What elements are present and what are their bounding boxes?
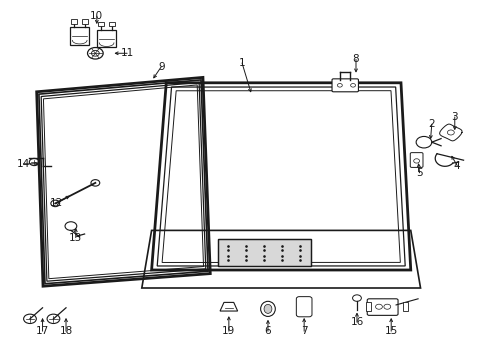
- Polygon shape: [217, 239, 310, 266]
- Text: 9: 9: [158, 62, 164, 72]
- Text: 2: 2: [427, 119, 434, 129]
- FancyBboxPatch shape: [402, 302, 407, 311]
- FancyBboxPatch shape: [365, 302, 370, 311]
- FancyBboxPatch shape: [82, 19, 88, 24]
- Ellipse shape: [260, 301, 275, 316]
- Text: 5: 5: [415, 168, 422, 178]
- Text: 15: 15: [384, 326, 397, 336]
- FancyBboxPatch shape: [409, 153, 422, 167]
- Text: 4: 4: [453, 161, 460, 171]
- Polygon shape: [220, 302, 237, 311]
- Text: 13: 13: [69, 233, 82, 243]
- Ellipse shape: [264, 304, 271, 313]
- Text: 14: 14: [17, 159, 30, 169]
- Text: 3: 3: [450, 112, 457, 122]
- FancyBboxPatch shape: [98, 22, 104, 26]
- Text: 6: 6: [264, 326, 271, 336]
- Text: 16: 16: [349, 317, 363, 327]
- FancyBboxPatch shape: [71, 19, 77, 24]
- FancyBboxPatch shape: [109, 22, 115, 26]
- FancyBboxPatch shape: [366, 299, 397, 315]
- Text: 8: 8: [352, 54, 359, 64]
- FancyBboxPatch shape: [331, 79, 358, 92]
- Text: 17: 17: [36, 326, 49, 336]
- Text: 12: 12: [49, 198, 63, 208]
- Text: 10: 10: [90, 11, 103, 21]
- FancyBboxPatch shape: [70, 27, 89, 45]
- FancyBboxPatch shape: [97, 30, 116, 47]
- Text: 18: 18: [59, 326, 73, 336]
- Text: 7: 7: [300, 326, 307, 336]
- Text: 11: 11: [120, 48, 134, 58]
- FancyBboxPatch shape: [296, 297, 311, 317]
- Text: 19: 19: [222, 326, 235, 336]
- Text: 1: 1: [238, 58, 245, 68]
